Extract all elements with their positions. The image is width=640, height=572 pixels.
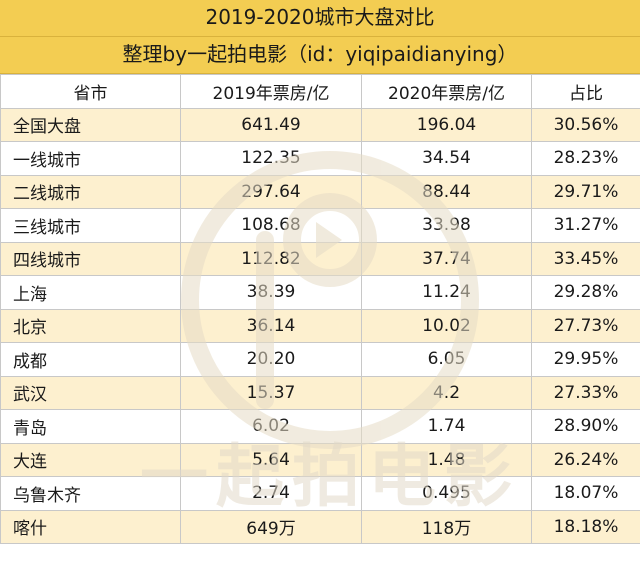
cell-2019-box-office: 641.49 xyxy=(180,107,362,142)
table-row: 三线城市 108.68 33.98 31.27% xyxy=(0,208,640,243)
cell-2019-box-office: 15.37 xyxy=(180,375,362,410)
cell-city: 一线城市 xyxy=(0,141,181,176)
cell-ratio: 18.07% xyxy=(531,476,640,511)
table-row: 武汉 15.37 4.2 27.33% xyxy=(0,375,640,410)
cell-2020-box-office: 88.44 xyxy=(361,174,532,209)
cell-2020-box-office: 0.495 xyxy=(361,476,532,511)
cell-city: 大连 xyxy=(0,442,181,477)
cell-2019-box-office: 38.39 xyxy=(180,275,362,310)
cell-ratio: 29.28% xyxy=(531,275,640,310)
cell-city: 二线城市 xyxy=(0,174,181,209)
cell-city: 全国大盘 xyxy=(0,107,181,142)
cell-2020-box-office: 34.54 xyxy=(361,141,532,176)
cell-ratio: 28.90% xyxy=(531,409,640,444)
cell-city: 喀什 xyxy=(0,509,181,544)
cell-city: 三线城市 xyxy=(0,208,181,243)
column-header-2020: 2020年票房/亿 xyxy=(361,74,532,109)
cell-ratio: 30.56% xyxy=(531,107,640,142)
cell-ratio: 33.45% xyxy=(531,241,640,276)
table-row: 喀什 649万 118万 18.18% xyxy=(0,509,640,544)
cell-2020-box-office: 196.04 xyxy=(361,107,532,142)
cell-ratio: 29.95% xyxy=(531,342,640,377)
table-body: 全国大盘 641.49 196.04 30.56% 一线城市 122.35 34.54 28.… xyxy=(0,107,640,544)
table-row: 青岛 6.02 1.74 28.90% xyxy=(0,409,640,444)
cell-2019-box-office: 20.20 xyxy=(180,342,362,377)
cell-2020-box-office: 11.24 xyxy=(361,275,532,310)
cell-2019-box-office: 108.68 xyxy=(180,208,362,243)
cell-ratio: 27.73% xyxy=(531,308,640,343)
cell-2020-box-office: 4.2 xyxy=(361,375,532,410)
table-row: 全国大盘 641.49 196.04 30.56% xyxy=(0,107,640,142)
table-row: 一线城市 122.35 34.54 28.23% xyxy=(0,141,640,176)
cell-2020-box-office: 37.74 xyxy=(361,241,532,276)
cell-city: 乌鲁木齐 xyxy=(0,476,181,511)
column-header-2019: 2019年票房/亿 xyxy=(180,74,362,109)
cell-2019-box-office: 649万 xyxy=(180,509,362,544)
cell-city: 四线城市 xyxy=(0,241,181,276)
table-row: 成都 20.20 6.05 29.95% xyxy=(0,342,640,377)
cell-ratio: 28.23% xyxy=(531,141,640,176)
cell-2019-box-office: 5.64 xyxy=(180,442,362,477)
cell-city: 青岛 xyxy=(0,409,181,444)
cell-ratio: 27.33% xyxy=(531,375,640,410)
cell-2020-box-office: 118万 xyxy=(361,509,532,544)
cell-2020-box-office: 1.48 xyxy=(361,442,532,477)
cell-2020-box-office: 33.98 xyxy=(361,208,532,243)
box-office-table: 省市 2019年票房/亿 2020年票房/亿 占比 全国大盘 641.49 196.… xyxy=(0,74,640,544)
column-header-ratio: 占比 xyxy=(531,74,640,109)
cell-ratio: 26.24% xyxy=(531,442,640,477)
cell-2019-box-office: 297.64 xyxy=(180,174,362,209)
cell-2020-box-office: 10.02 xyxy=(361,308,532,343)
header-row: 省市 2019年票房/亿 2020年票房/亿 占比 xyxy=(0,74,640,109)
cell-2019-box-office: 36.14 xyxy=(180,308,362,343)
table-row: 乌鲁木齐 2.74 0.495 18.07% xyxy=(0,476,640,511)
column-header-city: 省市 xyxy=(0,74,181,109)
table-title: 2019-2020城市大盘对比 xyxy=(0,0,640,37)
cell-2019-box-office: 112.82 xyxy=(180,241,362,276)
table-subtitle: 整理by一起拍电影（id：yiqipaidianying） xyxy=(0,37,640,74)
cell-2020-box-office: 6.05 xyxy=(361,342,532,377)
cell-city: 成都 xyxy=(0,342,181,377)
table-row: 四线城市 112.82 37.74 33.45% xyxy=(0,241,640,276)
cell-2020-box-office: 1.74 xyxy=(361,409,532,444)
cell-ratio: 31.27% xyxy=(531,208,640,243)
cell-ratio: 29.71% xyxy=(531,174,640,209)
cell-2019-box-office: 122.35 xyxy=(180,141,362,176)
table-row: 北京 36.14 10.02 27.73% xyxy=(0,308,640,343)
table-row: 上海 38.39 11.24 29.28% xyxy=(0,275,640,310)
table-row: 大连 5.64 1.48 26.24% xyxy=(0,442,640,477)
cell-ratio: 18.18% xyxy=(531,509,640,544)
cell-2019-box-office: 6.02 xyxy=(180,409,362,444)
cell-city: 上海 xyxy=(0,275,181,310)
cell-city: 北京 xyxy=(0,308,181,343)
cell-2019-box-office: 2.74 xyxy=(180,476,362,511)
table-row: 二线城市 297.64 88.44 29.71% xyxy=(0,174,640,209)
cell-city: 武汉 xyxy=(0,375,181,410)
